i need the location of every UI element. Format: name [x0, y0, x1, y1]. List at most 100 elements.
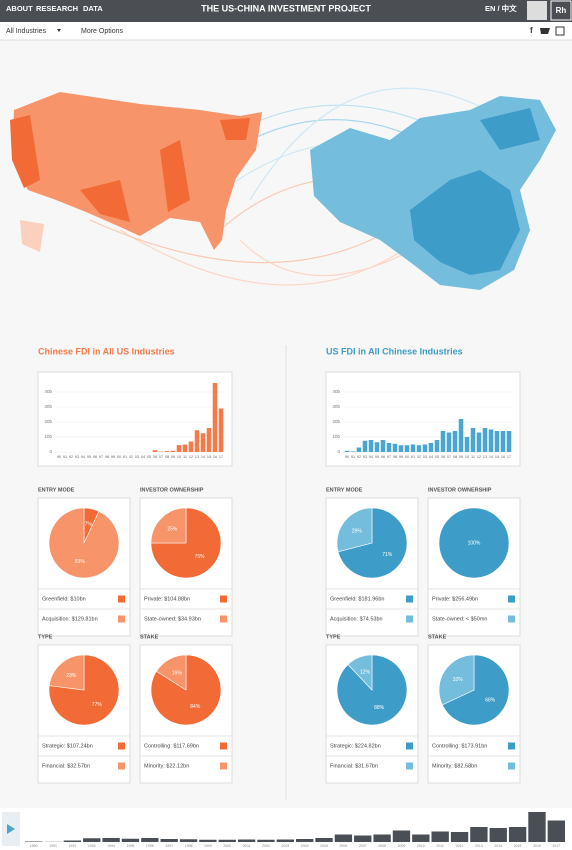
pie-heading: TYPE: [326, 634, 341, 640]
x-tick-label: 04: [141, 455, 145, 459]
dropdown-caret: [57, 29, 61, 32]
bar: [464, 437, 470, 452]
pie-label: 88%: [374, 705, 385, 711]
legend-swatch: [406, 595, 413, 603]
pie-slice: [48, 654, 85, 691]
legend-swatch: [220, 615, 227, 623]
timeline-bar: [218, 839, 236, 842]
x-tick-label: 95: [87, 455, 91, 459]
y-tick-label: 0: [49, 449, 52, 454]
timeline-year: 1990: [30, 844, 38, 848]
x-tick-label: 95: [375, 455, 379, 459]
pie-label: 68%: [485, 698, 496, 704]
x-tick-label: 03: [423, 455, 427, 459]
x-tick-label: 10: [465, 455, 469, 459]
y-tick-label: 10b: [44, 434, 52, 439]
x-tick-label: 05: [147, 455, 151, 459]
x-tick-label: 92: [69, 455, 73, 459]
pie-slice: [337, 507, 408, 579]
nav-data[interactable]: DATA: [83, 4, 103, 13]
y-tick-label: 40b: [44, 389, 52, 394]
timeline-bar: [547, 820, 565, 842]
x-tick-label: 02: [129, 455, 133, 459]
x-tick-label: 92: [357, 455, 361, 459]
pie-label: 25%: [167, 527, 178, 533]
qr-code: [527, 1, 547, 20]
timeline-bar: [257, 839, 275, 842]
timeline-bar: [431, 831, 449, 842]
more-options[interactable]: More Options: [81, 28, 124, 35]
x-tick-label: 17: [219, 455, 223, 459]
logo-box[interactable]: [550, 0, 572, 21]
timeline-year: 1996: [146, 844, 154, 848]
pie-label: 77%: [92, 702, 103, 708]
pie-slice: [48, 507, 120, 579]
timeline-year: 2001: [243, 844, 251, 848]
twitter-icon[interactable]: [540, 28, 550, 34]
x-tick-label: 94: [81, 455, 85, 459]
bar: [350, 451, 356, 452]
y-tick-label: 30b: [332, 404, 340, 409]
x-tick-label: 09: [171, 455, 175, 459]
x-tick-label: 98: [105, 455, 109, 459]
industry-filter[interactable]: All Industries: [6, 28, 47, 35]
legend-swatch: [508, 615, 515, 623]
timeline-year: 1998: [185, 844, 193, 848]
bar: [410, 444, 416, 452]
x-tick-label: 96: [93, 455, 97, 459]
pie-heading: ENTRY MODE: [326, 487, 363, 493]
toolbar: [0, 22, 572, 40]
bar: [386, 443, 392, 452]
timeline-year: 2008: [378, 844, 386, 848]
x-tick-label: 96: [381, 455, 385, 459]
bar: [164, 451, 170, 452]
language-switch[interactable]: EN / 中文: [485, 3, 517, 13]
pie-label: 93%: [75, 559, 86, 565]
legend-swatch: [220, 762, 227, 770]
timeline-year: 1997: [165, 844, 173, 848]
timeline-bar: [489, 828, 507, 842]
bar: [404, 445, 410, 452]
bar: [206, 428, 212, 452]
x-tick-label: 15: [207, 455, 211, 459]
x-tick-label: 94: [369, 455, 373, 459]
y-tick-label: 10b: [332, 434, 340, 439]
pie-label: 16%: [172, 670, 183, 676]
bar: [398, 445, 404, 452]
legend-label: Strategic: $224.82bn: [330, 743, 381, 749]
x-tick-label: 97: [99, 455, 103, 459]
timeline-bar: [296, 839, 314, 842]
y-tick-label: 30b: [44, 404, 52, 409]
site-title: THE US-CHINA INVESTMENT PROJECT: [201, 3, 371, 13]
x-tick-label: 90: [345, 455, 349, 459]
panel-title: Chinese FDI in All US Industries: [38, 346, 175, 356]
print-icon[interactable]: [555, 26, 565, 36]
timeline-year: 1995: [127, 844, 135, 848]
legend-swatch: [220, 742, 227, 750]
timeline-bar: [141, 838, 159, 842]
bar: [494, 431, 500, 452]
pie-heading: STAKE: [140, 634, 159, 640]
logo[interactable]: Rh: [556, 6, 567, 15]
timeline-bar: [392, 830, 411, 842]
x-tick-label: 06: [441, 455, 445, 459]
legend-swatch: [118, 762, 125, 770]
facebook-icon[interactable]: f: [530, 26, 533, 35]
bar: [470, 428, 476, 452]
pie-heading: ENTRY MODE: [38, 487, 75, 493]
play-icon[interactable]: [7, 824, 15, 834]
legend-label: State-owned: < $50mn: [432, 616, 488, 622]
timeline-year: 2011: [436, 844, 444, 848]
nav-research[interactable]: RESEARCH: [36, 4, 78, 13]
timeline-year: 2000: [223, 844, 231, 848]
x-tick-label: 11: [183, 455, 187, 459]
nav-about[interactable]: ABOUT: [6, 4, 33, 13]
x-tick-label: 11: [471, 455, 475, 459]
x-tick-label: 08: [453, 455, 457, 459]
legend-label: Controlling: $117.69bn: [144, 743, 199, 749]
x-tick-label: 07: [159, 455, 163, 459]
bar: [446, 432, 452, 452]
pie-slice: [347, 654, 373, 691]
